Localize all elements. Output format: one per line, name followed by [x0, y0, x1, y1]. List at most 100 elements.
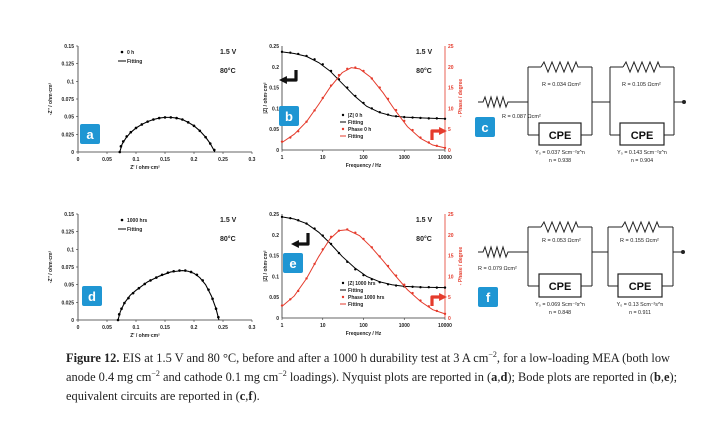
- y-tick-label: 0: [276, 148, 279, 154]
- cpe-1-y0-c: Y₀ = 0.037 Scm⁻²s^n: [535, 150, 585, 156]
- x-tick-label: 0.25: [218, 157, 228, 163]
- data-point: [213, 148, 216, 152]
- x-tick-label: 0.2: [191, 325, 198, 331]
- y-tick-label: 0: [71, 150, 74, 156]
- y-tick-label: 0.1: [67, 79, 74, 85]
- left-axis-arrow: [284, 70, 298, 82]
- panel-label-b: b: [279, 106, 299, 126]
- circuit-f-svg: R = 0.079 Ωcm² R = 0.053 Ωcm² R = 0.155 …: [478, 220, 685, 316]
- voltage-annotation: 1.5 V: [416, 49, 433, 56]
- fitting-line: [281, 229, 446, 315]
- x-axis-label: Z' / ohm·cm²: [130, 165, 160, 171]
- temperature-annotation: 80°C: [220, 67, 236, 75]
- temperature-annotation: 80°C: [416, 67, 432, 75]
- left-axis-arrow-head: [279, 75, 287, 85]
- right-axis-arrow-head: [439, 126, 447, 136]
- caption-text: ,: [497, 370, 501, 384]
- nyquist-plot-d: 0 0.05 0.1 0.15 0.2 0.25 0.3 0 0.025 0.05 0.075 0.1…: [30, 208, 265, 339]
- caption-text: and cathode 0.1 mg cm: [159, 370, 279, 384]
- y-tick-label: 0.1: [67, 247, 74, 253]
- y-right-tick-label: 5: [448, 127, 451, 133]
- x-tick-label: 10000: [438, 155, 452, 161]
- y-right-tick-label: 5: [448, 295, 451, 301]
- legend-entry: Fitting: [127, 227, 142, 233]
- resistor-1-c: [540, 60, 592, 74]
- fitting-line: [281, 216, 446, 289]
- data-point: [172, 269, 175, 273]
- caption-superscript: −2: [151, 368, 160, 378]
- x-tick-label: 10000: [438, 323, 452, 329]
- y-right-axis-label: - Phase / degree: [458, 79, 464, 118]
- panel-label-f: f: [478, 287, 498, 307]
- data-point: [152, 118, 155, 121]
- y-right-tick-label: 0: [448, 316, 451, 322]
- y-tick-label: 0.15: [64, 212, 74, 218]
- legend-entry: Phase 1000 hrs: [348, 295, 385, 301]
- data-point: [134, 126, 138, 130]
- data-point: [175, 116, 178, 120]
- legend-entry: Phase 0 h: [348, 127, 371, 133]
- data-point: [211, 297, 214, 301]
- caption-text: loadings). Nyquist plots are reported in…: [286, 370, 492, 384]
- nyquist-plot-d-svg: 0 0.05 0.1 0.15 0.2 0.25 0.3 0 0.025 0.05 0.075 0.1…: [48, 212, 256, 339]
- data-point: [146, 120, 149, 123]
- data-point: [127, 296, 130, 300]
- data-point: [166, 271, 170, 274]
- cpe-2-box-f: [617, 273, 663, 298]
- cpe-1-box-c: [538, 122, 582, 146]
- data-point: [198, 129, 202, 133]
- y-tick-label: 0.05: [269, 295, 279, 301]
- x-tick-label: 100: [359, 323, 368, 329]
- bode-plot-b-svg: 1 10 100 1000 1000000.050.10.150.20.25051015…: [263, 44, 464, 169]
- y-tick-label: 0.15: [269, 254, 279, 260]
- legend-entry: |Z| 0 h: [348, 113, 362, 119]
- data-point: [155, 276, 158, 279]
- y-right-tick-label: 20: [448, 233, 454, 239]
- y-right-tick-label: 15: [448, 254, 454, 260]
- data-point: [217, 315, 220, 319]
- x-tick-label: 0.3: [249, 157, 256, 163]
- y-right-tick-label: 10: [448, 274, 454, 280]
- y-tick-label: 0.05: [64, 283, 74, 289]
- legend-entry: 1000 hrs: [127, 218, 148, 224]
- data-point: [123, 301, 126, 305]
- caption-text: ,: [245, 389, 249, 403]
- x-tick-label: 100: [359, 155, 368, 161]
- y-right-tick-label: 15: [448, 86, 454, 92]
- y-tick-label: 0.25: [269, 212, 279, 218]
- caption-ref: d: [500, 370, 508, 384]
- y-tick-label: 0.05: [64, 115, 74, 121]
- voltage-annotation: 1.5 V: [416, 217, 433, 224]
- y-right-tick-label: 10: [448, 106, 454, 112]
- cpe-2-y0-c: Y₀ = 0.143 Scm⁻²s^n: [617, 150, 667, 156]
- panel-label-a: a: [80, 124, 100, 144]
- data-point: [181, 118, 184, 121]
- legend-marker: [341, 113, 345, 117]
- equivalent-circuit-f: R = 0.079 Ωcm² R = 0.053 Ωcm² R = 0.155 …: [470, 220, 700, 342]
- caption-text: EIS at 1.5 V and 80 °C, before and after…: [119, 351, 489, 365]
- y-right-tick-label: 20: [448, 65, 454, 71]
- cpe-1-y0-f: Y₀ = 0.069 Scm⁻²s^n: [535, 302, 585, 308]
- y-tick-label: 0.125: [61, 230, 74, 236]
- y-right-tick-label: 25: [448, 212, 454, 218]
- r2-label-f: R = 0.155 Ωcm²: [620, 238, 659, 244]
- data-point: [125, 135, 129, 138]
- right-axis-arrow: [430, 129, 442, 140]
- data-point: [149, 279, 152, 282]
- y-tick-label: 0.075: [61, 265, 74, 271]
- data-point: [116, 318, 120, 322]
- data-point: [163, 116, 167, 119]
- data-point: [160, 273, 164, 277]
- x-tick-label: 0.1: [133, 157, 140, 163]
- y-tick-label: 0.075: [61, 97, 74, 103]
- bode-plot-b: 1 10 100 1000 10000 0 0.05 0.1 0.15 0.2 0.25 0 5 10 15…: [262, 40, 477, 170]
- y-tick-label: 0.1: [272, 106, 279, 112]
- legend-entry: Fitting: [127, 59, 142, 65]
- data-point: [214, 307, 218, 310]
- figure-caption: Figure 12. EIS at 1.5 V and 80 °C, befor…: [66, 349, 691, 406]
- caption-text: ); equivalent circuits are reported in (: [66, 370, 678, 403]
- x-tick-label: 0.3: [249, 325, 256, 331]
- x-axis-label: Frequency / Hz: [346, 331, 382, 337]
- data-point: [131, 291, 135, 295]
- cpe-2-label-f: CPE: [629, 281, 652, 293]
